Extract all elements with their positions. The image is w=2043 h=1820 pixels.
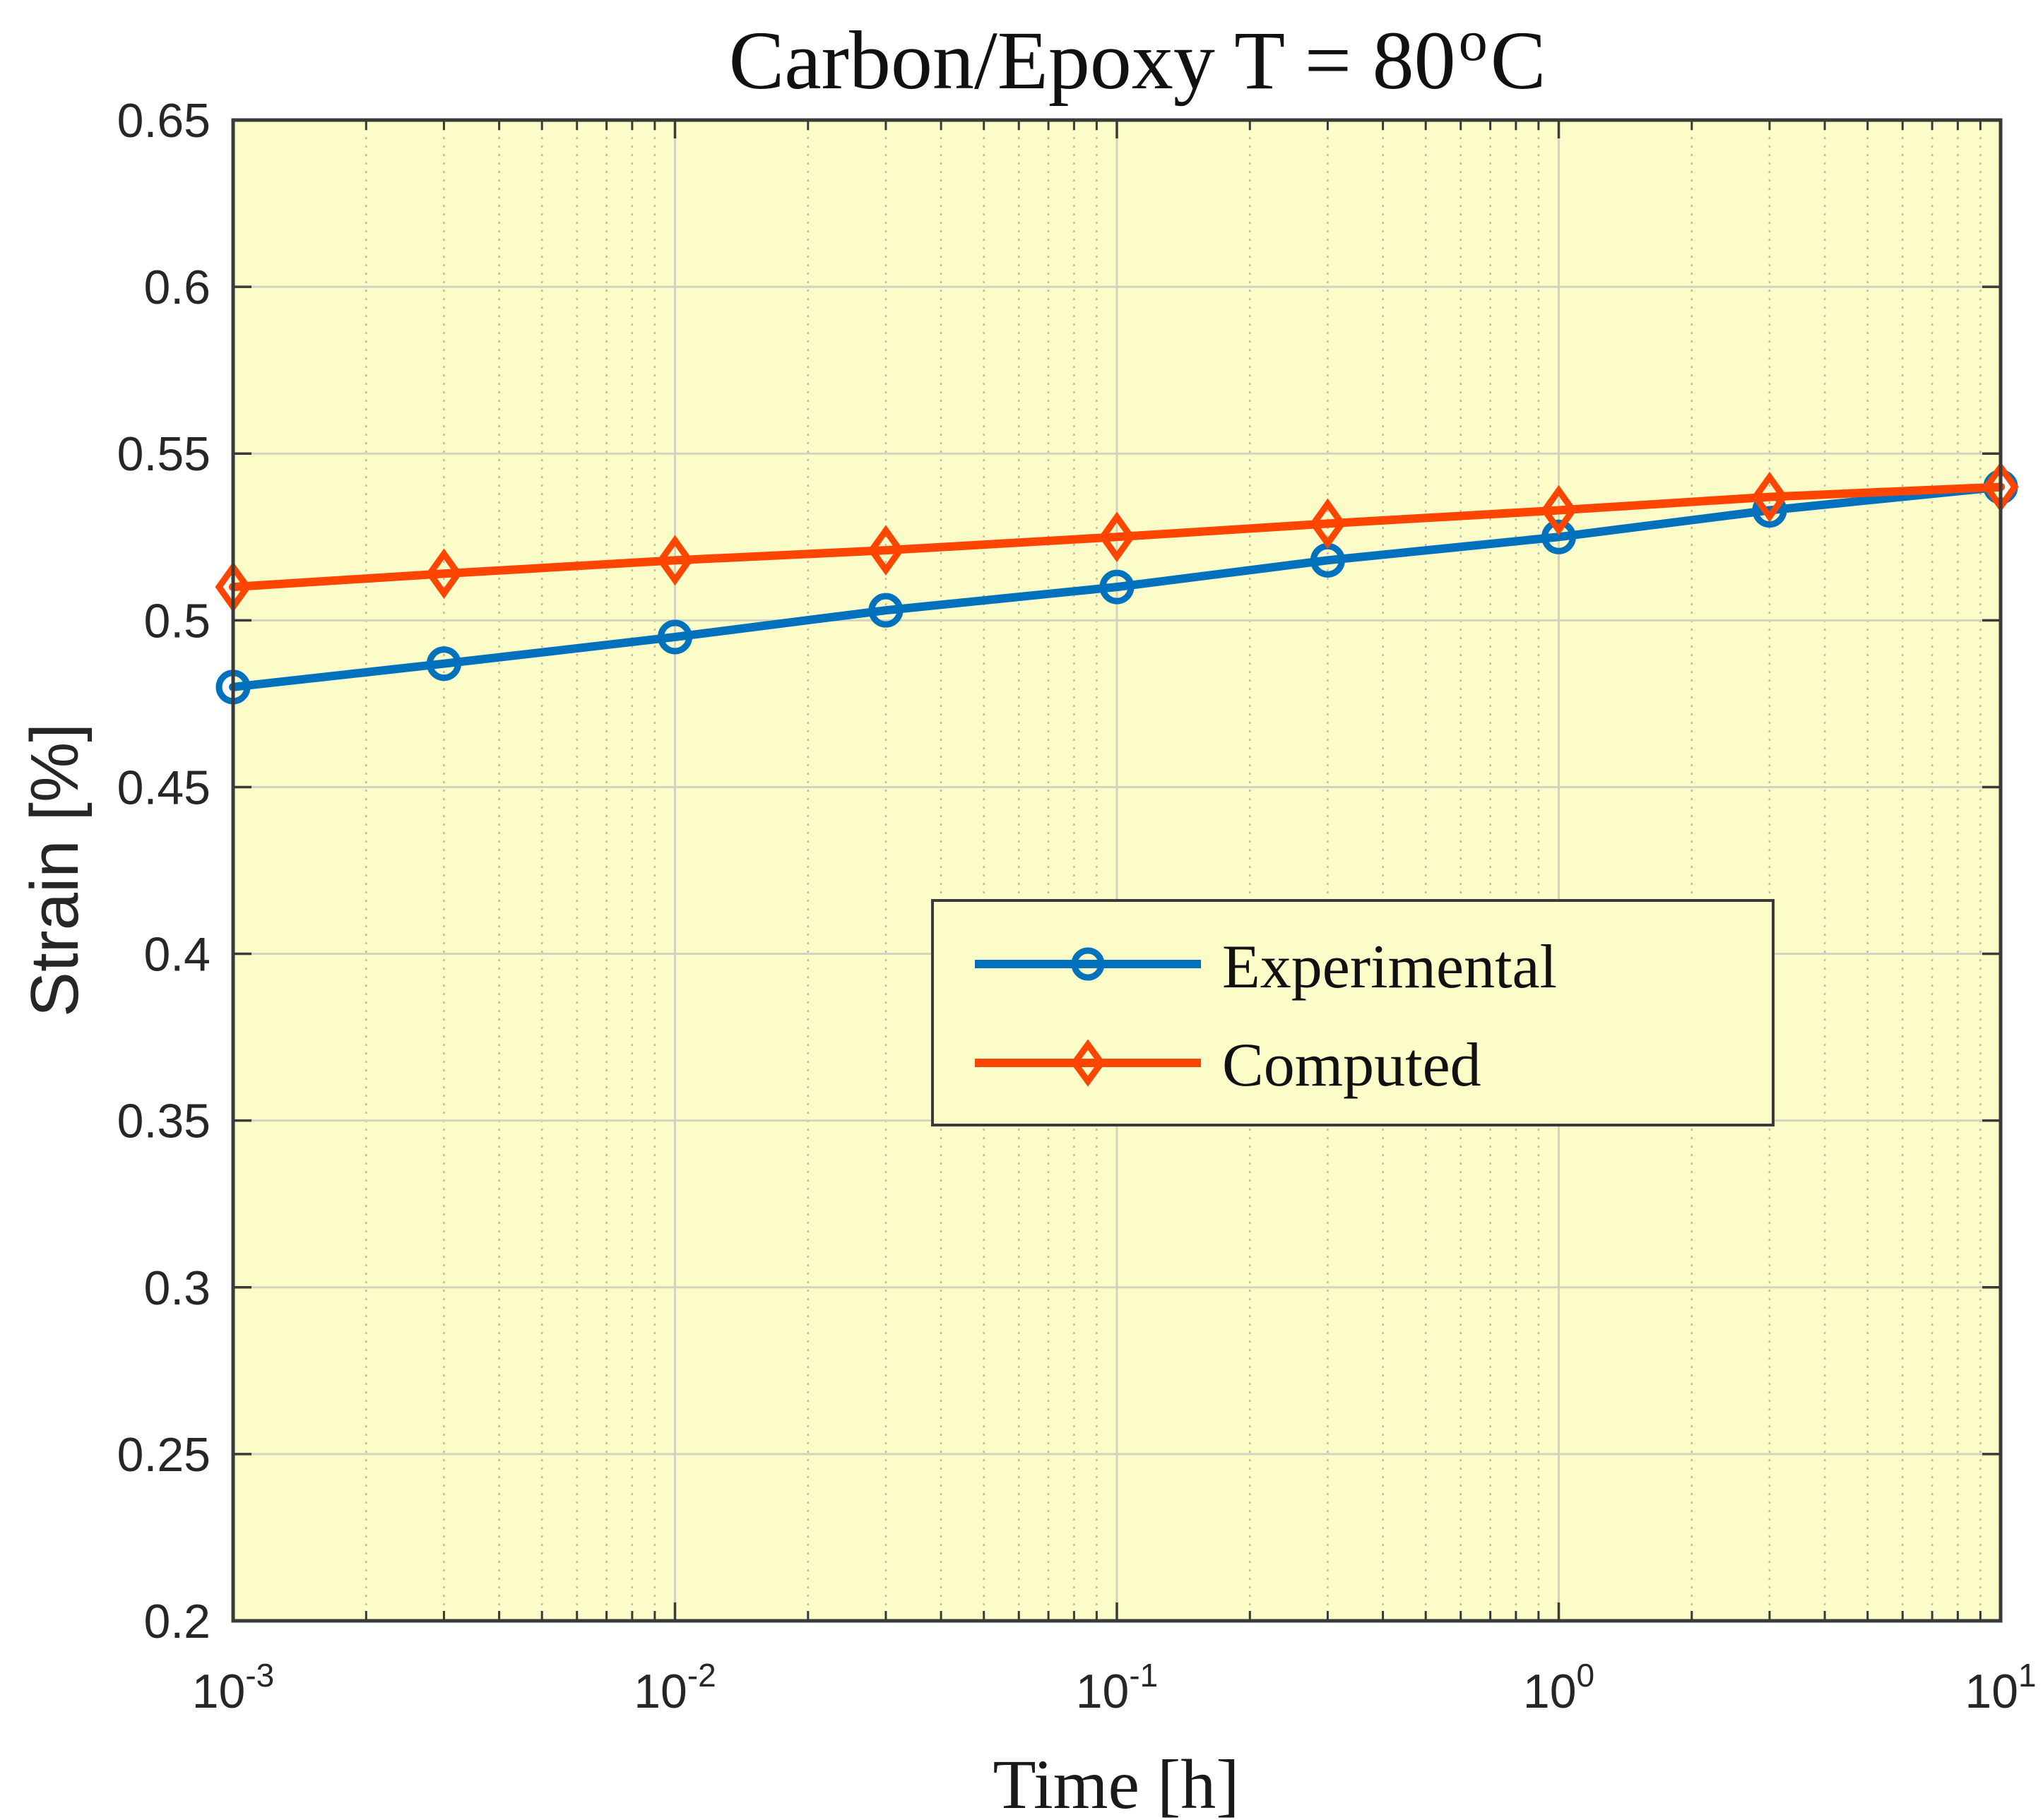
data-point-computed: [1309, 498, 1346, 549]
chart-title-unit: C: [1491, 14, 1546, 107]
y-tick-label: 0.45: [117, 761, 211, 814]
legend: Experimental Computed: [931, 899, 1775, 1126]
data-point-computed: [1540, 484, 1577, 536]
y-tick-label: 0.6: [143, 261, 211, 314]
y-tick-label: 0.65: [117, 94, 211, 148]
series-line-computed: [229, 482, 2005, 592]
legend-box: [931, 899, 1775, 1126]
y-tick-label: 0.55: [117, 427, 211, 481]
series-line-experimental: [229, 482, 2005, 691]
y-tick-label: 0.2: [143, 1595, 211, 1648]
legend-marker-computed: [1070, 1039, 1106, 1087]
legend-marker-experimental: [1071, 947, 1105, 981]
y-tick-label: 0.35: [117, 1095, 211, 1148]
chart-title: Carbon/Epoxy T = 80 o C: [729, 8, 1546, 107]
data-point-computed: [1099, 511, 1135, 563]
x-tick-label: 100: [1523, 1657, 1594, 1718]
legend-label-computed: Computed: [1222, 1031, 1481, 1100]
data-point-computed: [867, 525, 904, 576]
x-axis-label: Time [h]: [993, 1745, 1239, 1820]
chart-title-text: Carbon/Epoxy T = 80: [729, 14, 1456, 107]
series-layer: [215, 461, 2019, 705]
y-tick-label: 0.3: [143, 1261, 211, 1315]
x-tick-label: 10-3: [192, 1657, 275, 1718]
y-tick-label: 0.5: [143, 594, 211, 648]
data-point-experimental: [1099, 569, 1135, 605]
x-tick-labels: 10-3 10-2 10-1 100 101: [192, 1657, 2037, 1718]
chart-title-degree: o: [1459, 8, 1488, 73]
y-axis-label: Strain [%]: [17, 723, 93, 1017]
data-point-experimental: [1541, 519, 1576, 554]
axis-ticks: [232, 119, 2002, 1622]
x-tick-label: 101: [1965, 1657, 2036, 1718]
data-point-experimental: [426, 646, 461, 682]
y-tick-labels: 0.2 0.25 0.3 0.35 0.4 0.45 0.5 0.55 0.6 0.65: [117, 94, 211, 1648]
data-point-experimental: [658, 619, 692, 655]
y-tick-label: 0.25: [117, 1428, 211, 1482]
legend-label-experimental: Experimental: [1222, 933, 1557, 1001]
data-point-computed: [425, 548, 462, 599]
data-point-experimental: [868, 593, 904, 628]
x-tick-label: 10-1: [1076, 1657, 1159, 1718]
y-tick-label: 0.4: [143, 928, 211, 982]
x-tick-label: 10-2: [634, 1657, 716, 1718]
data-point-computed: [656, 535, 694, 586]
data-point-computed: [1751, 471, 1788, 523]
